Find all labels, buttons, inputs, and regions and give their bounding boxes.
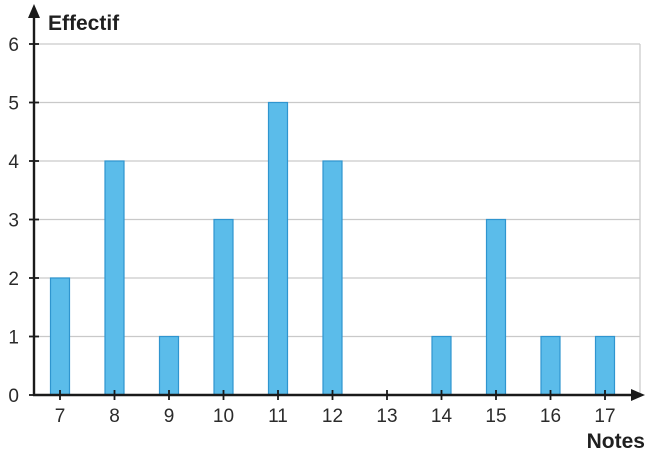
x-tick-label: 16 [540, 406, 561, 427]
bar-8 [104, 160, 125, 396]
x-tick-labels: 7 8 9 10 11 12 13 14 15 16 17 [55, 406, 616, 427]
bar-15 [485, 218, 507, 396]
y-tick-label: 4 [8, 152, 19, 173]
bar-16 [540, 335, 561, 396]
x-tick-label: 8 [109, 406, 120, 427]
x-tick-label: 13 [376, 406, 397, 427]
x-tick-label: 17 [594, 406, 615, 427]
x-tick-label: 12 [322, 406, 343, 427]
x-axis-title: Notes [587, 430, 645, 453]
y-tick-label: 1 [8, 328, 19, 349]
bar-9 [158, 335, 180, 396]
x-tick-label: 15 [485, 406, 506, 427]
bar-7 [49, 277, 71, 396]
y-axis-arrow [28, 4, 40, 18]
x-tick-label: 7 [55, 406, 66, 427]
bar-14 [431, 335, 452, 396]
bars [49, 101, 616, 396]
x-tick-label: 14 [431, 406, 453, 427]
y-tick-label: 2 [8, 269, 19, 290]
y-tick-label: 3 [8, 211, 19, 232]
x-tick-label: 9 [164, 406, 175, 427]
x-axis-arrow [631, 389, 645, 401]
y-tick-label: 6 [8, 35, 19, 56]
axes [28, 4, 645, 401]
bar-17 [594, 335, 616, 396]
x-tick-label: 11 [268, 406, 288, 427]
y-tick-label: 0 [8, 386, 19, 407]
bar-12 [322, 160, 343, 396]
x-tick-label: 10 [213, 406, 234, 427]
bar-11 [267, 101, 289, 396]
y-axis-title: Effectif [48, 12, 120, 35]
y-tick-labels: 0 1 2 3 4 5 6 [8, 35, 19, 407]
bar-10 [213, 218, 234, 396]
y-tick-label: 5 [8, 94, 19, 115]
